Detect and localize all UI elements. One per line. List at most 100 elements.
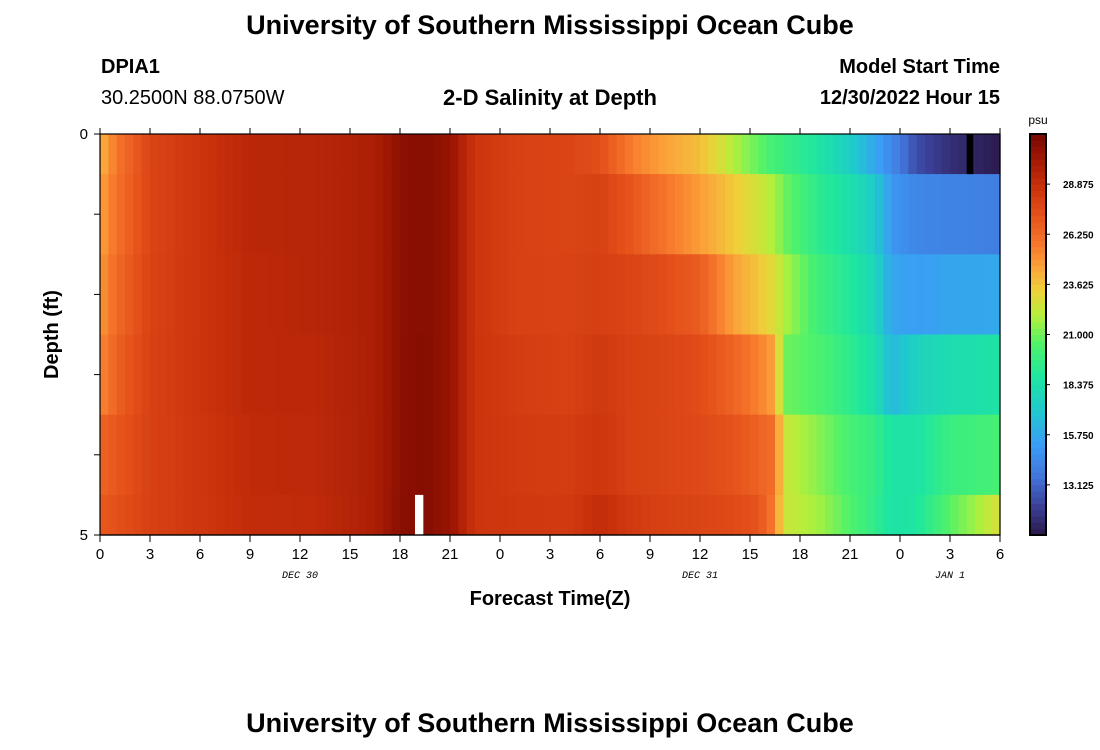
heatmap-cell — [825, 334, 834, 416]
heatmap-cell — [433, 134, 443, 175]
heatmap-cell — [166, 134, 176, 175]
colorbar-block — [1030, 202, 1046, 210]
heatmap-cell — [891, 134, 901, 175]
heatmap-cell — [958, 334, 968, 416]
heatmap-cell — [875, 334, 884, 416]
colorbar-block — [1030, 303, 1046, 310]
heatmap-cell — [208, 334, 218, 416]
heatmap-cell — [175, 414, 184, 496]
heatmap-cell — [558, 174, 568, 255]
heatmap-cell — [941, 414, 951, 496]
heatmap-cell — [625, 494, 634, 536]
heatmap-cell — [808, 414, 818, 496]
heatmap-cell — [575, 494, 584, 536]
heatmap-cell — [208, 254, 218, 335]
heatmap-cell — [125, 254, 134, 335]
heatmap-cell — [983, 134, 993, 175]
heatmap-cell — [908, 334, 918, 416]
heatmap-cell — [633, 334, 643, 416]
heatmap-cell — [825, 254, 834, 335]
footer-title: University of Southern Mississippi Ocean… — [246, 708, 854, 738]
heatmap-cell — [350, 494, 359, 536]
heatmap-cell — [608, 334, 618, 416]
heatmap-cell — [691, 254, 701, 335]
heatmap-cell — [958, 414, 968, 496]
heatmap-cell — [291, 254, 301, 335]
heatmap-cell — [975, 134, 984, 175]
heatmap-cell — [483, 134, 493, 175]
heatmap-cell — [216, 254, 226, 335]
heatmap-cell — [375, 334, 384, 416]
heatmap-cell — [741, 334, 751, 416]
heatmap-cell — [166, 494, 176, 536]
heatmap-cell — [791, 134, 801, 175]
heatmap-cell — [300, 134, 309, 175]
heatmap-cell — [500, 334, 509, 416]
colorbar-block — [1030, 321, 1046, 329]
heatmap-cell — [283, 334, 293, 416]
heatmap-cell — [200, 254, 209, 335]
heatmap-cell — [741, 174, 751, 255]
heatmap-cell — [608, 254, 618, 335]
heatmap-cell — [133, 494, 143, 536]
heatmap-cell — [208, 134, 218, 175]
heatmap-cell — [983, 494, 993, 536]
heatmap-cell — [800, 254, 809, 335]
heatmap-cell — [933, 334, 943, 416]
heatmap-cell — [450, 494, 459, 536]
heatmap-cell — [733, 174, 743, 255]
heatmap-cell — [841, 174, 851, 255]
heatmap-cell — [933, 174, 943, 255]
heatmap-cell — [583, 254, 593, 335]
heatmap-cell — [108, 494, 118, 536]
heatmap-cell — [391, 134, 401, 175]
heatmap-cell — [733, 414, 743, 496]
heatmap-cell — [658, 334, 668, 416]
heatmap-cell — [566, 254, 576, 335]
heatmap-cell — [900, 134, 909, 175]
heatmap-cell — [408, 174, 418, 255]
heatmap-cell — [666, 494, 676, 536]
colorbar-tick-label: 13.125 — [1063, 481, 1094, 492]
heatmap-cell — [858, 494, 868, 536]
colorbar-block — [1030, 528, 1046, 536]
heatmap-cell — [958, 174, 968, 255]
heatmap-cell — [866, 134, 876, 175]
heatmap-cell — [266, 254, 276, 335]
heatmap-cell — [416, 134, 426, 175]
heatmap-cell — [583, 334, 593, 416]
heatmap-cell — [300, 494, 309, 536]
heatmap-cell — [975, 414, 984, 496]
heatmap-cell — [725, 414, 734, 496]
heatmap-cell — [691, 334, 701, 416]
heatmap-cell — [358, 494, 368, 536]
heatmap-cell — [991, 254, 1001, 335]
heatmap-cell — [550, 494, 559, 536]
heatmap-cell — [741, 254, 751, 335]
colorbar-block — [1030, 390, 1046, 398]
heatmap-cell — [675, 174, 684, 255]
heatmap-cell — [100, 254, 109, 335]
heatmap-cell — [716, 254, 726, 335]
heatmap-cell — [983, 254, 993, 335]
heatmap-cell — [425, 134, 434, 175]
heatmap-cell — [841, 334, 851, 416]
heatmap-cell — [366, 414, 376, 496]
heatmap-cell — [950, 334, 959, 416]
heatmap-cell — [408, 414, 418, 496]
colorbar-block — [1030, 453, 1046, 461]
heatmap-cell — [158, 174, 168, 255]
colorbar-block — [1030, 441, 1046, 448]
heatmap-cell — [991, 494, 1001, 536]
colorbar-block — [1030, 497, 1046, 505]
page-title: University of Southern Mississippi Ocean… — [246, 10, 854, 40]
heatmap-cell — [200, 134, 209, 175]
heatmap-cell — [583, 174, 593, 255]
heatmap-cell — [558, 494, 568, 536]
heatmap-cell — [250, 414, 259, 496]
heatmap-cell — [658, 174, 668, 255]
heatmap-cell — [950, 254, 959, 335]
heatmap-cell — [733, 254, 743, 335]
missing-data-cell — [966, 134, 974, 175]
heatmap-cell — [225, 254, 234, 335]
